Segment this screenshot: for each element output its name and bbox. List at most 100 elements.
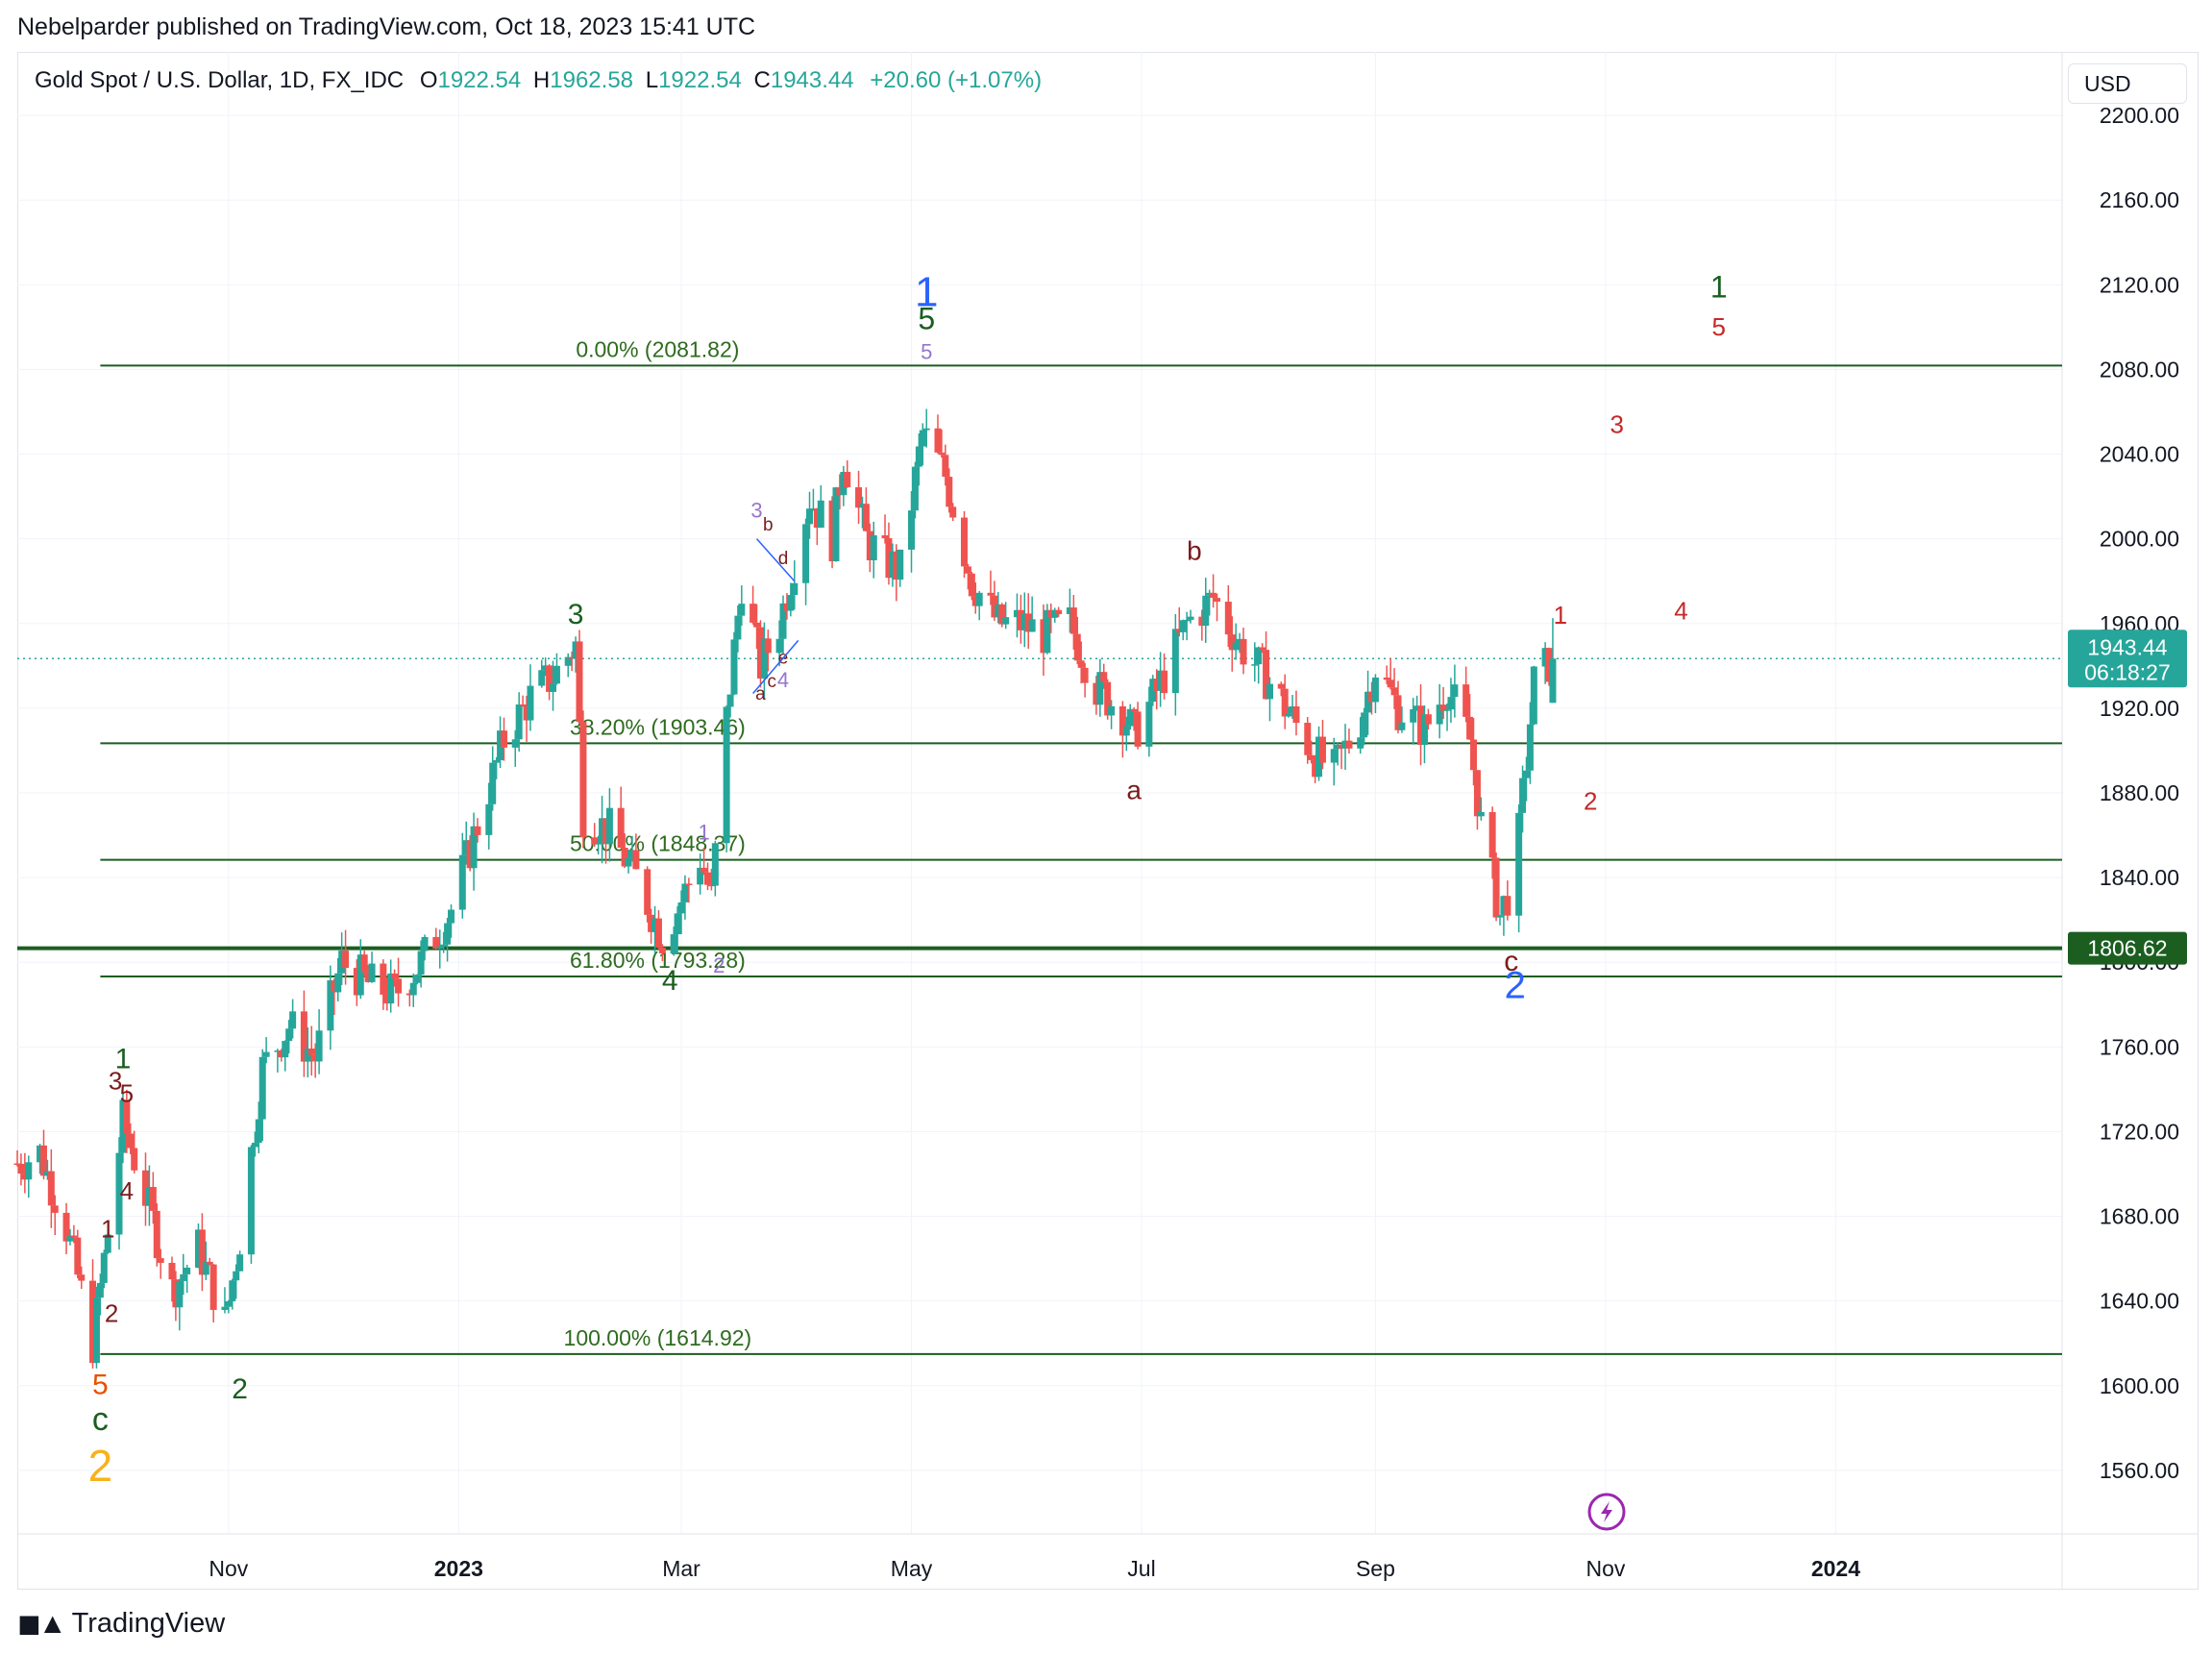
candle-body [168,1263,175,1279]
candle-body [1493,857,1500,917]
candle-body [282,1041,288,1057]
candle-body [176,1281,183,1307]
candle-body [908,510,915,550]
price-tick-label: 1840.00 [2100,865,2179,890]
candle-body [961,518,968,567]
candle-body [448,910,455,924]
last-price-value: 1943.44 [2087,634,2167,659]
candle-body [920,431,926,447]
candle-body [459,855,466,910]
wave-label: 3 [750,499,762,523]
close-value: 1943.44 [771,67,854,93]
price-tick-label: 1680.00 [2100,1204,2179,1229]
candle-body [391,974,398,978]
candle-body [285,1028,292,1041]
candle-body [1070,607,1077,634]
candle-body [1188,617,1194,620]
candle-body [233,1272,239,1281]
candle-body [1282,689,1289,717]
wave-label: 2 [88,1441,113,1491]
open-label: O [420,67,438,93]
price-tick-label: 1920.00 [2100,696,2179,721]
candle-body [422,937,429,951]
fib-level-label: 100.00% (1614.92) [564,1325,752,1350]
price-tick-label: 1640.00 [2100,1289,2179,1314]
candle-body [1331,749,1338,762]
wave-label: 5 [120,1079,134,1108]
currency-selector[interactable]: USD [2068,63,2187,104]
candle-body [655,919,662,948]
fibonacci-retracement: 0.00% (2081.82)38.20% (1903.46)50.00% (1… [17,336,2062,1354]
candle-body [863,504,870,531]
candle-body [1466,717,1473,740]
candle-body [1108,706,1115,716]
wave-label: 4 [662,965,678,997]
time-tick-label: Nov [1585,1556,1625,1581]
symbol-title[interactable]: Gold Spot / U.S. Dollar, 1D, FX_IDC [35,67,404,93]
price-tick-label: 2080.00 [2100,357,2179,382]
candle-body [871,535,877,560]
wave-label: a [1126,776,1142,805]
candle-body [678,902,685,913]
wave-label: 4 [120,1176,134,1205]
candle-body [316,1030,323,1061]
candle-body [444,924,451,945]
candle-body [1474,770,1481,816]
candle-body [553,666,560,683]
wave-label: b [1187,536,1202,566]
wave-label: a [755,684,766,704]
candle-body [180,1274,186,1281]
candle-body [1527,725,1534,771]
candle-body [882,535,889,538]
candle-body [210,1265,217,1310]
candle-body [1202,596,1209,626]
candle-body [787,595,794,610]
wave-label: 5 [918,302,935,336]
support-price-value: 1806.62 [2087,936,2167,961]
candle-body [1519,778,1526,813]
candle-body [1029,619,1036,631]
candle-body [1135,711,1142,746]
wave-label: 5 [92,1370,109,1401]
time-tick-label: 2024 [1811,1556,1860,1581]
flash-icon[interactable] [1589,1494,1624,1529]
candle-body [832,487,839,561]
wave-label: 1 [1554,601,1567,630]
candle-body [1462,684,1469,717]
tradingview-logo-icon: ◼▲ [17,1607,64,1641]
price-tick-label: 1560.00 [2100,1458,2179,1483]
candle-body [700,868,707,873]
candle-body [1531,667,1537,725]
candle-body [1308,755,1315,760]
low-value: 1922.54 [658,67,742,93]
footer-brand-name: TradingView [72,1608,226,1640]
footer-brand[interactable]: ◼▲ TradingView [17,1607,225,1641]
candle-body [538,670,545,685]
candle-body [550,683,556,692]
candle-body [512,739,519,748]
candle-body [414,975,421,983]
time-tick-label: Jul [1127,1556,1155,1581]
candle-body [395,978,402,993]
candle-body [1082,668,1089,683]
candle-body [1214,598,1220,602]
candle-body [1074,634,1081,661]
candle-body [221,1307,228,1310]
candle-body [248,1147,255,1254]
candle-body [976,593,983,606]
wave-label: d [778,549,789,569]
high-label: H [533,67,550,93]
time-axis: Nov 2023 Mar May Jul Sep Nov 2024 [209,1556,1860,1581]
change-value: +20.60 (+1.07%) [870,67,1042,93]
candle-body [78,1274,85,1280]
wave-label: 2 [1505,965,1526,1007]
candle-body [1496,915,1503,917]
time-tick-label: Sep [1356,1556,1395,1581]
candle-body [734,616,741,640]
candle-body [1410,709,1416,723]
candle-body [1398,723,1405,730]
candle-body [1255,647,1262,664]
fib-level-label: 0.00% (2081.82) [576,336,739,361]
price-tick-label: 2200.00 [2100,103,2179,128]
